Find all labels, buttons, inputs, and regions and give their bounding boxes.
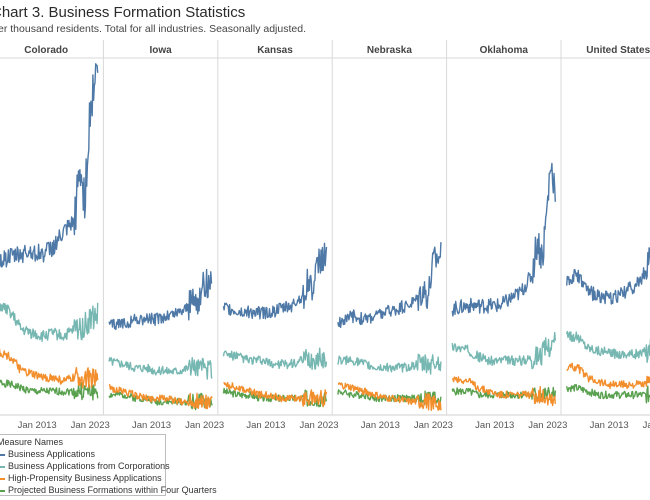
legend: Measure Names Business Applications Busi… [0,434,217,496]
legend-item-business-applications[interactable]: Business Applications [0,449,95,459]
series-line-united-states-high-propensity-business-applications[interactable] [566,362,650,394]
series-line-oklahoma-high-propensity-business-applications[interactable] [451,376,556,407]
legend-item-label: Business Applications [8,449,96,459]
series-line-oklahoma-business-applications-from-corporations[interactable] [451,331,556,370]
x-tick-label: Jan 2013 [361,420,400,431]
series-line-nebraska-business-applications[interactable] [337,242,442,329]
series-line-united-states-business-applications-from-corporations[interactable] [566,330,650,363]
x-tick-label: Jan 2023 [185,420,224,431]
series-line-iowa-high-propensity-business-applications[interactable] [108,384,213,410]
legend-item-label: Projected Business Formations within Fou… [8,485,217,495]
x-tick-label: Jan 2023 [643,420,650,431]
x-tick-label: Jan 2013 [590,420,629,431]
x-tick-label: Jan 2013 [246,420,285,431]
panel-title-kansas: Kansas [257,45,293,56]
series-line-nebraska-high-propensity-business-applications[interactable] [337,382,442,411]
legend-item-business-applications-corporations[interactable]: Business Applications from Corporations [0,461,170,471]
panel-title-nebraska: Nebraska [367,45,412,56]
series-line-kansas-business-applications-from-corporations[interactable] [222,347,328,370]
legend-item-high-propensity-business-applications[interactable]: High-Propensity Business Applications [0,473,162,483]
panel-title-united-states: United States [586,45,650,56]
legend-swatch [0,465,5,468]
series-line-colorado-high-propensity-business-applications[interactable] [0,348,99,389]
series-line-oklahoma-business-applications[interactable] [451,162,556,317]
series-line-kansas-high-propensity-business-applications[interactable] [223,381,328,408]
series-line-united-states-business-applications[interactable] [566,233,650,305]
chart-title: Chart 3. Business Formation Statistics [0,4,246,21]
series-line-kansas-business-applications[interactable] [222,242,328,320]
panel-title-colorado: Colorado [24,45,68,56]
series-line-colorado-business-applications-from-corporations[interactable] [0,299,99,342]
legend-item-label: Business Applications from Corporations [8,461,170,471]
legend-swatch [0,489,5,492]
series-line-united-states-projected-business-formations-within-four-quarters[interactable] [566,383,650,404]
panel-title-oklahoma: Oklahoma [480,45,529,56]
x-tick-label: Jan 2023 [414,420,453,431]
x-tick-label: Jan 2023 [528,420,567,431]
legend-swatch [0,477,5,480]
series-line-nebraska-business-applications-from-corporations[interactable] [337,353,442,375]
x-tick-label: Jan 2013 [18,420,57,431]
x-tick-label: Jan 2023 [71,420,110,431]
series-line-colorado-projected-business-formations-within-four-quarters[interactable] [0,378,99,401]
series-line-iowa-business-applications-from-corporations[interactable] [108,357,213,380]
x-tick-label: Jan 2013 [475,420,514,431]
legend-swatch [0,453,5,456]
x-tick-label: Jan 2013 [132,420,171,431]
panel-title-iowa: Iowa [149,45,172,56]
legend-title: Measure Names [0,437,64,447]
x-tick-label: Jan 2023 [299,420,338,431]
series-line-colorado-business-applications[interactable] [0,63,99,270]
series-line-iowa-business-applications[interactable] [108,268,213,331]
legend-item-label: High-Propensity Business Applications [8,473,162,483]
legend-item-projected-business-formations[interactable]: Projected Business Formations within Fou… [0,485,217,495]
chart-subtitle: Per thousand residents. Total for all in… [0,23,306,35]
